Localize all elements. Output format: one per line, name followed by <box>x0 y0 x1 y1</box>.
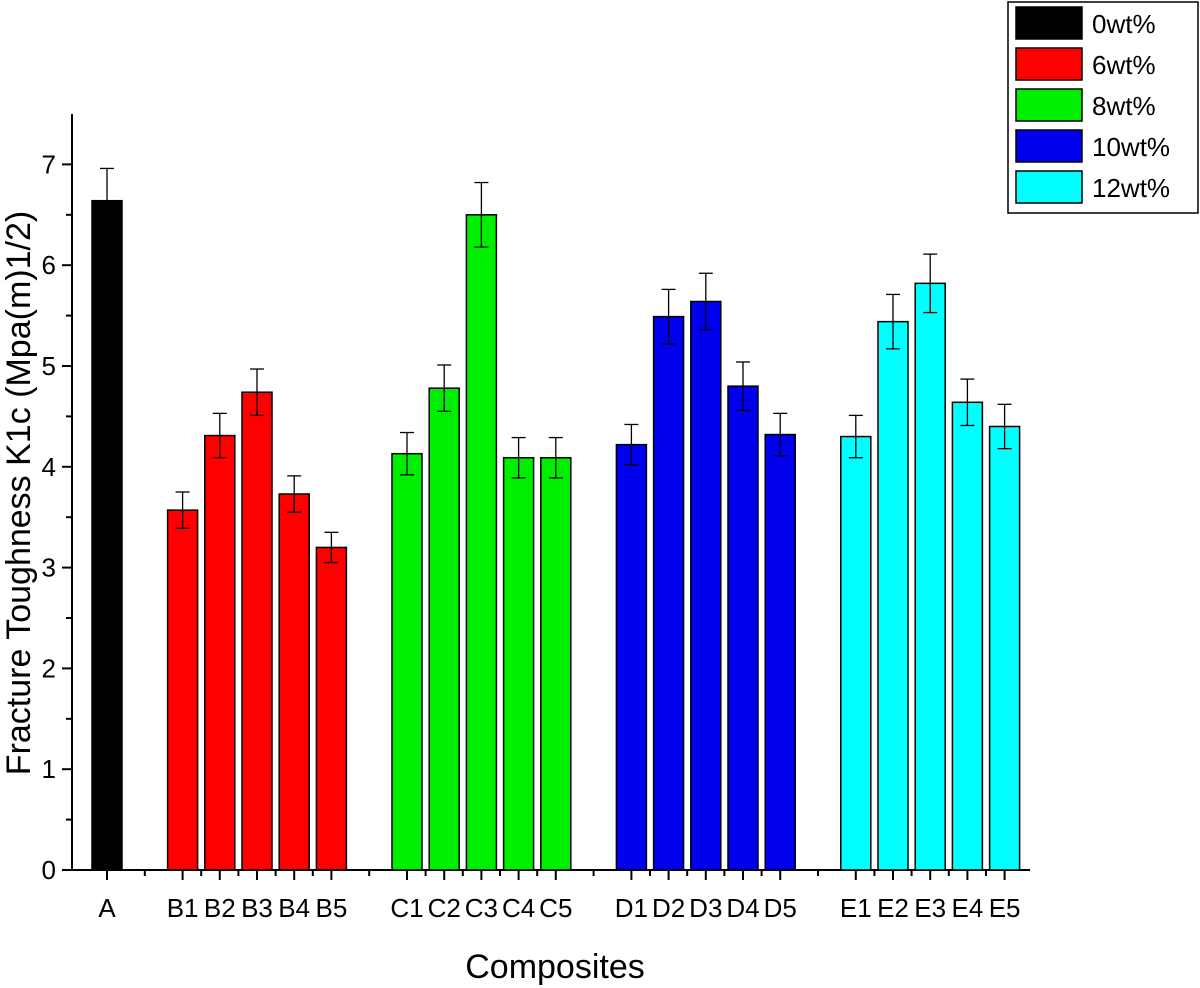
bar-C4 <box>502 456 535 871</box>
legend-swatch-8wt% <box>1015 88 1083 122</box>
x-tick-label: B4 <box>278 893 310 923</box>
legend-label: 6wt% <box>1092 50 1156 80</box>
y-axis-title: Fracture Toughness K1c (Mpa(m)1/2) <box>0 211 38 775</box>
x-tick-label: C5 <box>539 893 572 923</box>
bar-B4 <box>278 493 310 871</box>
x-tick-label: B3 <box>241 893 273 923</box>
x-tick-label: C4 <box>502 893 535 923</box>
tick-labels: 0 1 2 3 4 5 6 7 A B1 B2 B3 B4 B5 C1 C2 C3 C4 C5 D1 D2 D3 D4 D5 E… <box>42 149 1021 923</box>
bar-C5 <box>540 456 572 871</box>
legend-swatch-6wt% <box>1015 47 1083 81</box>
legend-swatch-10wt% <box>1015 129 1083 163</box>
legend-label: 8wt% <box>1092 91 1156 121</box>
x-tick-label: B2 <box>204 893 236 923</box>
x-tick-label: E1 <box>840 893 872 923</box>
x-tick-label: D5 <box>764 893 797 923</box>
bar-C1 <box>391 452 423 871</box>
x-tick-label: B1 <box>167 893 199 923</box>
bar-E3 <box>914 282 946 871</box>
x-tick-label: A <box>98 893 116 923</box>
bar-A <box>91 199 123 871</box>
x-tick-label: B5 <box>315 893 347 923</box>
y-tick-label: 4 <box>42 452 56 482</box>
y-tick-label: 7 <box>42 149 56 179</box>
x-tick-label: E5 <box>989 893 1021 923</box>
bar-D2 <box>652 315 685 871</box>
bars <box>91 199 1021 871</box>
x-tick-label: D4 <box>726 893 759 923</box>
x-tick-label: E2 <box>877 893 909 923</box>
bar-B3 <box>241 391 273 871</box>
x-tick-label: C2 <box>428 893 461 923</box>
bar-E2 <box>877 320 909 871</box>
legend-swatch-12wt% <box>1015 170 1083 204</box>
bar-D3 <box>690 300 722 871</box>
legend-label: 12wt% <box>1092 173 1170 203</box>
y-tick-label: 0 <box>42 855 56 885</box>
legend-label: 0wt% <box>1092 9 1156 39</box>
bar-D4 <box>727 385 759 871</box>
x-tick-label: E3 <box>914 893 946 923</box>
bar-C3 <box>465 214 498 871</box>
x-tick-label: D2 <box>652 893 685 923</box>
legend-swatch-0wt% <box>1015 6 1083 40</box>
y-tick-label: 3 <box>42 553 56 583</box>
x-tick-label: D3 <box>689 893 722 923</box>
y-tick-label: 5 <box>42 351 56 381</box>
bar-E1 <box>840 435 872 871</box>
x-tick-label: C1 <box>390 893 423 923</box>
x-tick-label: C3 <box>465 893 498 923</box>
y-tick-label: 6 <box>42 250 56 280</box>
x-axis-title: Composites <box>465 948 645 986</box>
bar-E4 <box>951 401 984 871</box>
legend-label: 10wt% <box>1092 132 1170 162</box>
bar-D1 <box>615 443 648 871</box>
legend: 0wt% 6wt% 8wt% 10wt% 12wt% <box>1007 1 1199 214</box>
y-tick-label: 2 <box>42 653 56 683</box>
x-tick-label: E4 <box>951 893 983 923</box>
x-tick-label: D1 <box>615 893 648 923</box>
bar-E5 <box>988 425 1021 871</box>
bar-B1 <box>166 509 199 871</box>
error-bars <box>100 167 1012 564</box>
y-tick-label: 1 <box>42 754 56 784</box>
bar-C2 <box>428 387 460 871</box>
bar-D5 <box>764 433 796 871</box>
bar-B2 <box>204 434 236 871</box>
bar-B5 <box>315 546 348 871</box>
